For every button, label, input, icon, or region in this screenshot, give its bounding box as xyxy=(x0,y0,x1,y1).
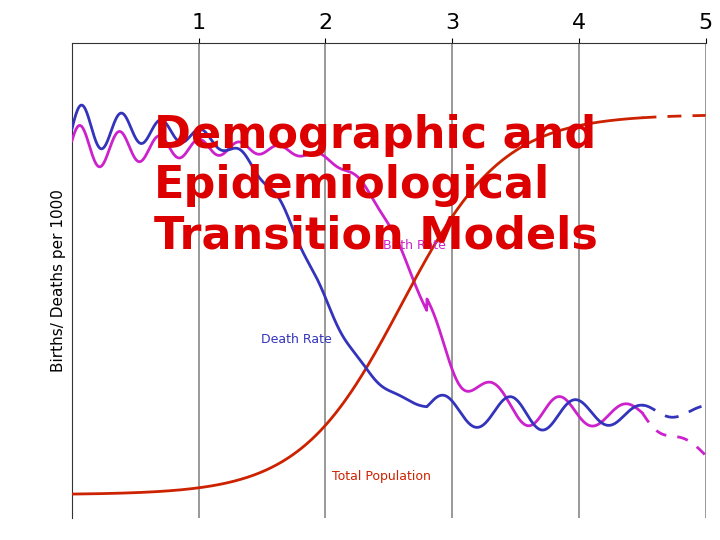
Text: Demographic and
Epidemiological
Transition Models: Demographic and Epidemiological Transiti… xyxy=(154,114,598,257)
Y-axis label: Births/ Deaths per 1000: Births/ Deaths per 1000 xyxy=(51,190,66,372)
Text: Death Rate: Death Rate xyxy=(261,333,332,346)
Text: Total Population: Total Population xyxy=(332,470,431,483)
Text: Birth Rate: Birth Rate xyxy=(383,239,446,252)
